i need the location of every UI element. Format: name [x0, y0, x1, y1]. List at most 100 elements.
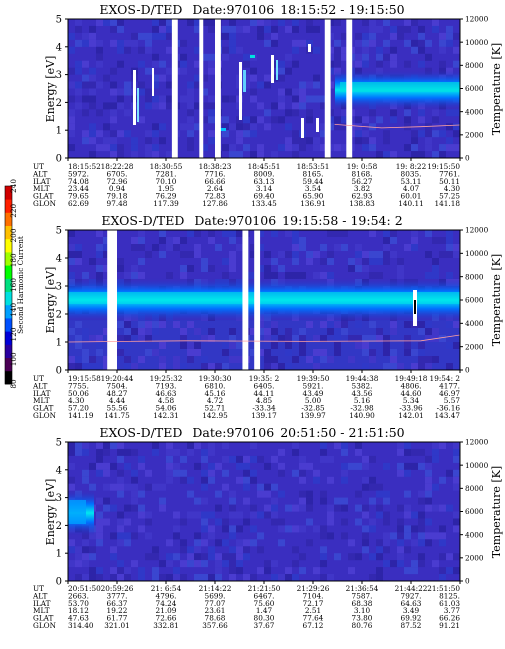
texture-cell [369, 455, 376, 463]
table-cell: 4.85 [256, 396, 273, 405]
texture-cell [299, 81, 306, 89]
table-cell: 2.64 [207, 184, 224, 193]
texture-cell [278, 490, 285, 498]
texture-cell [425, 144, 432, 152]
panel-3-band-core [68, 500, 86, 524]
texture-cell [411, 511, 418, 519]
texture-cell [453, 244, 460, 251]
texture-cell [292, 25, 299, 33]
texture-cell [103, 251, 110, 258]
texture-cell [404, 144, 411, 152]
texture-cell [320, 258, 327, 265]
texture-cell [397, 553, 404, 561]
texture-cell [131, 483, 138, 491]
texture-cell [327, 258, 334, 265]
texture-cell [159, 574, 166, 581]
texture-cell [117, 455, 124, 463]
texture-cell [82, 137, 89, 145]
texture-cell [341, 46, 348, 54]
texture-cell [285, 251, 292, 258]
texture-cell [222, 116, 229, 124]
texture-cell [453, 525, 460, 533]
table-cell: 74.08 [68, 177, 89, 186]
panel-1-ylabel: Energy [eV] [44, 56, 57, 123]
texture-cell [117, 525, 124, 533]
texture-cell [222, 95, 229, 103]
texture-cell [89, 130, 96, 138]
texture-cell [166, 539, 173, 547]
texture-cell [96, 448, 103, 456]
texture-cell [376, 335, 383, 342]
texture-cell [453, 60, 460, 68]
texture-cell [418, 46, 425, 54]
texture-cell [257, 546, 264, 554]
table-cell: 59.44 [303, 177, 324, 186]
texture-cell [222, 25, 229, 33]
texture-cell [124, 356, 131, 363]
texture-cell [299, 553, 306, 561]
panel-1-title: EXOS-D/TED Date:970106 18:15:52 - 19:15:50 [99, 2, 404, 17]
texture-cell [117, 483, 124, 491]
texture-cell [306, 19, 313, 26]
texture-cell [166, 272, 173, 279]
texture-cell [131, 237, 138, 244]
texture-cell [250, 116, 257, 124]
texture-cell [180, 39, 187, 47]
texture-cell [376, 251, 383, 258]
table-cell: 7281. [156, 169, 177, 178]
data-gap [199, 19, 204, 158]
texture-cell [110, 546, 117, 554]
texture-cell [292, 504, 299, 512]
texture-cell [173, 356, 180, 363]
texture-cell [320, 442, 327, 449]
texture-cell [194, 532, 201, 540]
texture-cell [264, 560, 271, 568]
texture-cell [222, 272, 229, 279]
texture-cell [131, 32, 138, 40]
texture-cell [278, 251, 285, 258]
texture-cell [334, 335, 341, 342]
texture-cell [159, 483, 166, 491]
texture-cell [369, 258, 376, 265]
texture-cell [138, 258, 145, 265]
texture-cell [320, 95, 327, 103]
texture-cell [411, 462, 418, 470]
table-cell: 54.06 [156, 404, 177, 413]
texture-cell [453, 251, 460, 258]
texture-cell [299, 137, 306, 145]
texture-cell [320, 532, 327, 540]
texture-cell [145, 88, 152, 96]
table-cell: 4.30 [68, 396, 85, 405]
texture-cell [75, 244, 82, 251]
texture-cell [236, 25, 243, 33]
texture-cell [453, 123, 460, 131]
texture-cell [180, 455, 187, 463]
table-cell: 5699. [205, 591, 226, 600]
texture-cell [82, 328, 89, 335]
texture-cell [320, 130, 327, 138]
texture-cell [138, 574, 145, 581]
texture-cell [362, 539, 369, 547]
texture-cell [383, 349, 390, 356]
texture-cell [222, 46, 229, 54]
texture-cell [103, 483, 110, 491]
texture-cell [103, 19, 110, 26]
texture-cell [152, 244, 159, 251]
texture-cell [145, 518, 152, 526]
texture-cell [285, 335, 292, 342]
texture-cell [89, 81, 96, 89]
texture-cell [110, 553, 117, 561]
texture-cell [313, 356, 320, 363]
table-cell: 21:51:50 [427, 584, 460, 593]
texture-cell [397, 525, 404, 533]
texture-cell [208, 469, 215, 477]
texture-cell [320, 321, 327, 328]
panel-2-orbit-table: UTALTILATMLTGLATGLON19:15:587755.50.064.… [32, 370, 461, 420]
texture-cell [278, 539, 285, 547]
table-cell: 142.01 [398, 411, 424, 420]
texture-cell [334, 123, 341, 131]
texture-cell [271, 497, 278, 505]
texture-cell [243, 455, 250, 463]
texture-cell [425, 272, 432, 279]
